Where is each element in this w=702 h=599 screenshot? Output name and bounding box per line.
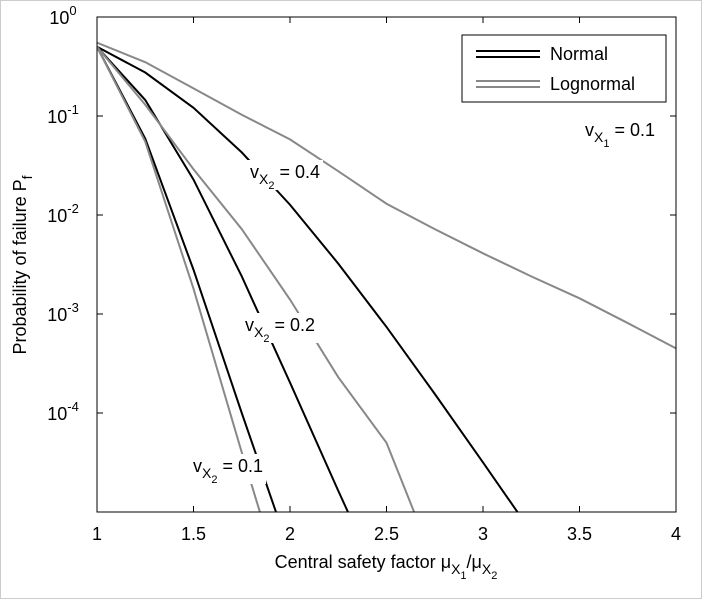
- legend-label: Lognormal: [550, 74, 635, 94]
- annotation: vX1​ = 0.1: [585, 120, 655, 150]
- annotation-bg: [190, 454, 267, 484]
- annotation: vX2​ = 0.1: [193, 456, 263, 486]
- legend-label: Normal: [550, 44, 608, 64]
- x-tick-label: 1.5: [181, 524, 206, 544]
- annotation-bg: [242, 313, 319, 343]
- annotation: vX2​ = 0.4: [250, 162, 320, 192]
- y-axis-label: Probability of failure Pf: [10, 175, 35, 354]
- y-tick-label: 100: [49, 3, 76, 28]
- annotation-bg: [247, 160, 324, 190]
- series-line: [97, 46, 350, 512]
- series-line: [97, 46, 416, 512]
- y-tick-label: 10-2: [47, 201, 79, 226]
- series-line: [97, 41, 676, 350]
- y-tick-label: 10-3: [47, 300, 79, 325]
- x-tick-label: 2: [285, 524, 295, 544]
- x-tick-label: 3: [478, 524, 488, 544]
- plot-frame: [96, 16, 677, 513]
- legend-box: [461, 34, 667, 103]
- x-axis-label: Central safety factor μX1​/μX2​: [275, 552, 498, 582]
- series-line: [97, 46, 261, 512]
- y-tick-label: 10-1: [47, 102, 79, 127]
- x-tick-label: 2.5: [374, 524, 399, 544]
- annotation: vX2​ = 0.2: [245, 315, 315, 345]
- x-tick-label: 4: [671, 524, 681, 544]
- y-tick-label: 10-4: [47, 399, 79, 424]
- series-line: [97, 45, 519, 512]
- annotation-bg: [582, 118, 659, 148]
- x-tick-label: 3.5: [567, 524, 592, 544]
- x-tick-label: 1: [92, 524, 102, 544]
